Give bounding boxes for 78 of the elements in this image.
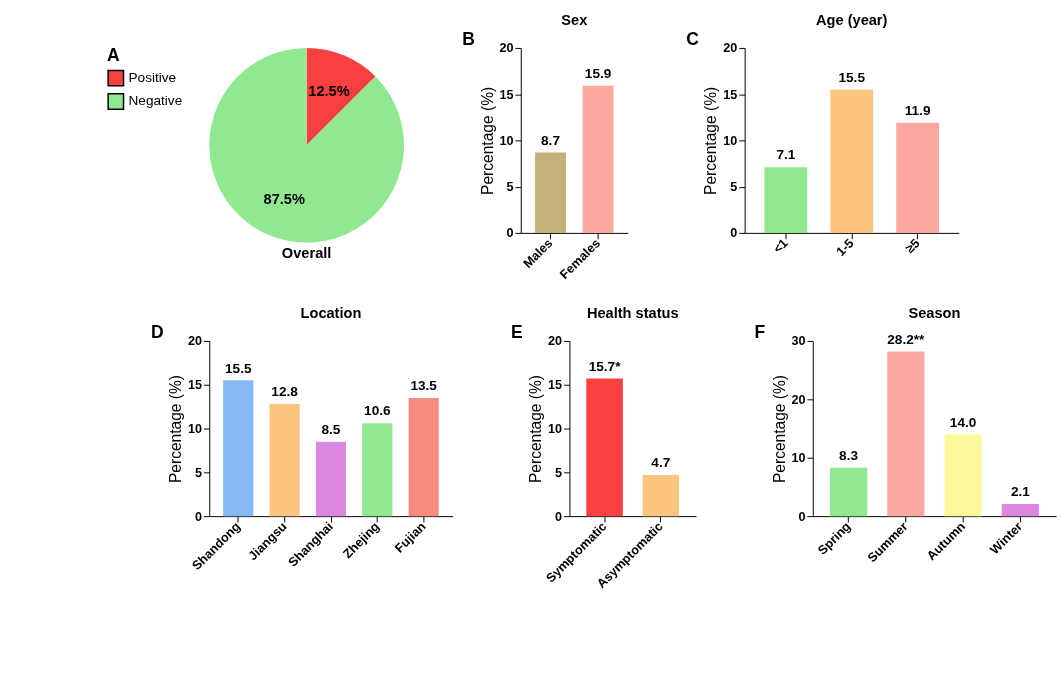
pie-slice (209, 47, 404, 243)
text: A (107, 44, 121, 65)
bar (887, 351, 925, 517)
y-tick-label: 15 (187, 378, 202, 393)
y-tick-label: 20 (499, 41, 514, 56)
data-label: 11.9 (904, 103, 931, 119)
text: D (150, 322, 164, 343)
chart-title: Season (908, 304, 961, 321)
y-tick-label: 15 (499, 87, 514, 102)
bar (223, 380, 254, 517)
y-axis-title: Percentage (%) (167, 374, 185, 484)
chart-title: Location (300, 304, 362, 321)
y-tick-label: 10 (791, 451, 806, 466)
y-tick-label: 20 (548, 334, 563, 349)
data-label: 14.0 (949, 414, 977, 430)
chart-title: Age (year) (816, 11, 888, 28)
data-label: 28.2** (887, 331, 926, 347)
pie-slice (306, 47, 376, 146)
y-tick-label: 5 (194, 465, 202, 480)
data-label: 8.3 (839, 447, 859, 463)
bar (362, 423, 393, 517)
data-label: 15.5 (225, 360, 252, 376)
y-tick-label: 0 (555, 509, 563, 524)
bar (764, 167, 808, 233)
text: C (686, 29, 700, 50)
y-tick-label: 15 (548, 378, 563, 393)
y-axis-title: Percentage (%) (702, 86, 720, 195)
y-tick-label: 0 (194, 509, 202, 524)
y-tick-label: 15 (723, 87, 738, 102)
data-label: 8.7 (541, 132, 560, 148)
bar (1001, 503, 1039, 517)
data-label: 4.7 (651, 455, 671, 471)
bar (829, 467, 868, 517)
bar (315, 441, 347, 517)
x-tick-label: <1 (770, 236, 791, 257)
data-label: 2.1 (1010, 484, 1031, 500)
data-label: 10.6 (364, 403, 391, 419)
data-label: 12.8 (271, 384, 299, 400)
text: E (511, 322, 523, 343)
legend-label: Positive (128, 70, 177, 86)
y-tick-label: 0 (798, 509, 806, 524)
text: Overall (281, 245, 332, 262)
y-tick-label: 10 (548, 421, 563, 436)
data-label: 15.5 (838, 69, 866, 85)
bar (944, 434, 982, 517)
y-axis-title: Percentage (%) (527, 374, 545, 484)
chart-title: Sex (561, 11, 589, 28)
chart-title: Health status (586, 304, 679, 321)
data-label: 87.5% (263, 191, 305, 208)
y-tick-label: 30 (791, 334, 806, 349)
y-tick-label: 10 (723, 133, 738, 148)
y-tick-label: 10 (187, 421, 202, 436)
data-label: 13.5 (410, 378, 438, 394)
legend-label: Negative (128, 93, 183, 109)
data-label: 7.1 (776, 147, 796, 163)
data-label: 8.5 (321, 421, 341, 437)
y-tick-label: 0 (506, 226, 514, 241)
data-label: 12.5% (308, 83, 350, 100)
data-label: 15.9 (584, 66, 612, 82)
y-tick-label: 20 (791, 392, 806, 407)
y-axis-title: Percentage (%) (478, 86, 496, 195)
text: F (754, 322, 766, 343)
bar (269, 404, 300, 517)
x-tick-label: ≥5 (902, 236, 923, 256)
y-tick-label: 5 (730, 180, 738, 195)
y-axis-title: Percentage (%) (770, 374, 788, 484)
bar (408, 397, 439, 517)
x-tick-label: 1-5 (833, 236, 857, 259)
y-tick-label: 5 (506, 180, 514, 195)
y-tick-label: 20 (723, 41, 738, 56)
y-tick-label: 10 (499, 133, 514, 148)
y-tick-label: 20 (187, 334, 202, 349)
text: B (462, 29, 476, 50)
bar (830, 89, 874, 233)
data-label: 15.7* (588, 358, 622, 374)
bar (896, 122, 940, 233)
y-tick-label: 0 (730, 226, 738, 241)
y-tick-label: 5 (555, 465, 563, 480)
